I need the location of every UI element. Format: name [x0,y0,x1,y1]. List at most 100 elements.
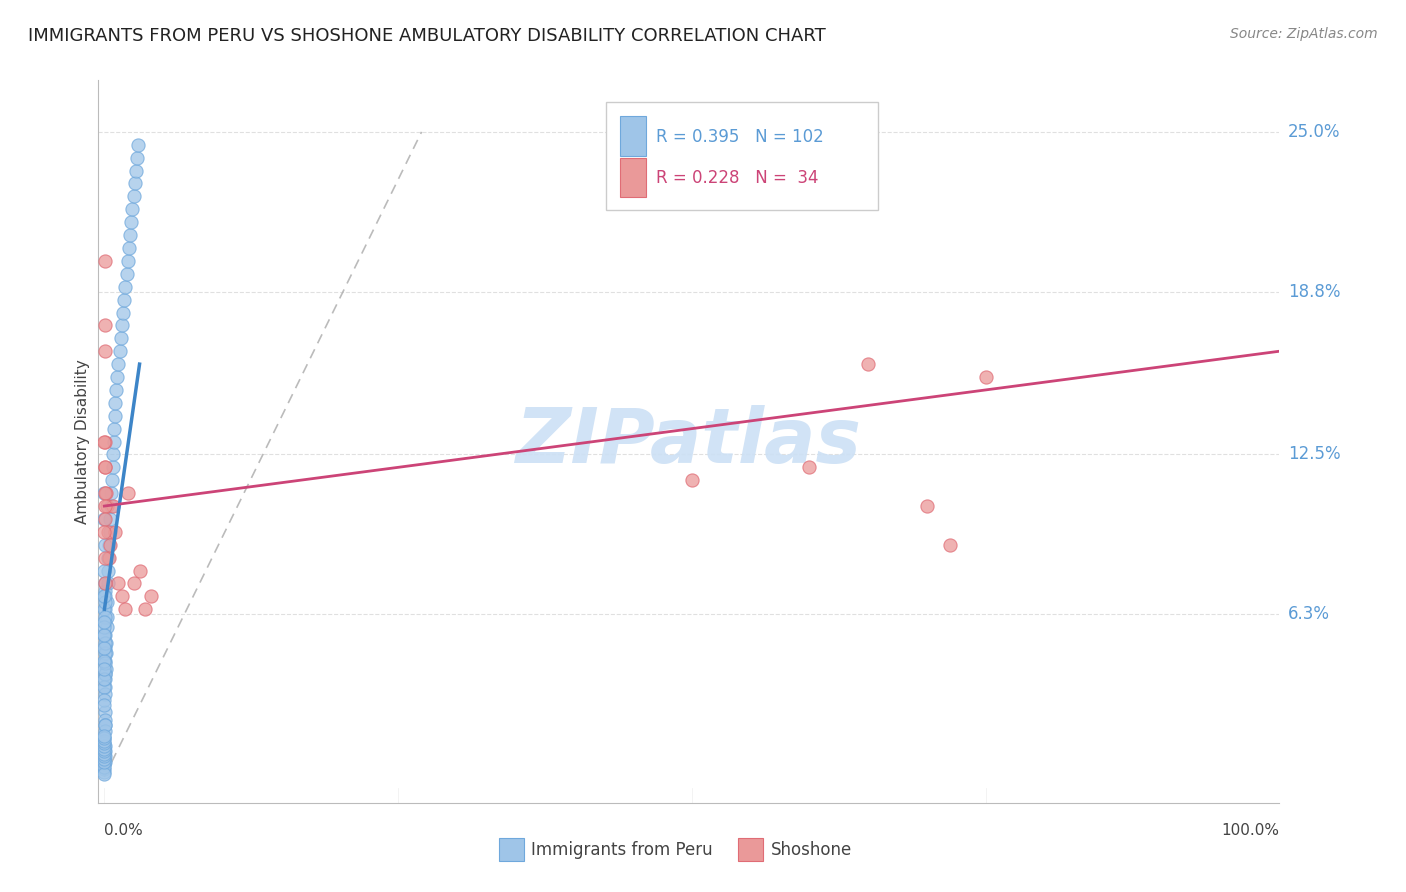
Point [94,680,117,694]
Point [96,499,118,513]
Point [105,383,128,397]
Point [117,486,139,500]
Point [93,718,115,732]
Point [122,576,145,591]
Point [93,662,115,676]
Point [94,499,117,513]
Text: Source: ZipAtlas.com: Source: ZipAtlas.com [1230,27,1378,41]
Point [94,434,117,449]
Point [93,762,115,776]
Point [93,734,115,748]
Point [101,447,124,461]
Point [94,576,117,591]
Point [93,628,115,642]
Point [93,741,115,756]
Point [93,752,115,766]
Point [100,499,122,513]
Point [93,654,115,668]
Point [93,764,115,779]
Point [97,564,120,578]
Bar [620,117,647,156]
Point [93,718,115,732]
Point [93,590,115,604]
Point [915,499,938,513]
Point [127,137,149,152]
Point [107,357,129,371]
Point [111,590,134,604]
Point [94,628,117,642]
Point [103,422,125,436]
Point [94,687,117,701]
Point [110,331,132,345]
Point [93,486,115,500]
Text: IMMIGRANTS FROM PERU VS SHOSHONE AMBULATORY DISABILITY CORRELATION CHART: IMMIGRANTS FROM PERU VS SHOSHONE AMBULAT… [28,27,825,45]
Point [94,344,117,359]
Point [93,744,115,758]
Point [856,357,879,371]
Point [128,564,150,578]
Point [94,486,117,500]
Point [111,318,134,333]
Point [118,241,141,255]
Point [98,512,121,526]
Point [94,646,117,660]
Point [93,731,115,746]
Point [121,202,143,217]
Point [93,698,115,712]
Point [101,499,124,513]
Point [94,672,117,686]
Point [93,524,115,539]
Point [94,594,117,608]
Point [93,460,115,475]
Point [939,538,962,552]
Point [93,602,115,616]
Point [93,615,115,630]
Point [112,293,135,307]
Point [96,610,118,624]
Y-axis label: Ambulatory Disability: Ambulatory Disability [75,359,90,524]
Point [974,370,997,384]
Point [98,538,121,552]
Point [93,636,115,650]
Point [108,344,131,359]
Point [104,396,127,410]
Point [101,460,124,475]
Point [124,177,146,191]
Point [93,736,115,750]
Point [93,512,115,526]
Point [93,760,115,774]
Point [114,279,136,293]
Point [112,305,135,319]
Point [97,524,120,539]
Point [122,189,145,203]
Point [114,602,136,616]
Point [93,731,115,746]
Point [94,640,117,655]
Text: ZIPatlas: ZIPatlas [516,405,862,478]
Point [93,550,115,565]
Point [93,620,115,634]
Point [104,524,127,539]
Point [799,460,821,475]
Point [93,729,115,743]
Point [93,628,115,642]
Point [93,646,115,660]
Point [97,550,120,565]
Point [98,524,121,539]
Point [93,749,115,764]
Text: 18.8%: 18.8% [1288,283,1340,301]
Point [103,434,125,449]
Point [93,590,115,604]
Bar [606,102,877,211]
Point [93,744,115,758]
Point [93,486,115,500]
Point [93,610,115,624]
Point [681,473,703,487]
Bar [620,158,647,197]
Point [101,473,124,487]
Point [93,747,115,761]
Point [104,409,127,423]
Point [107,576,129,591]
Point [93,584,115,599]
Point [93,602,115,616]
